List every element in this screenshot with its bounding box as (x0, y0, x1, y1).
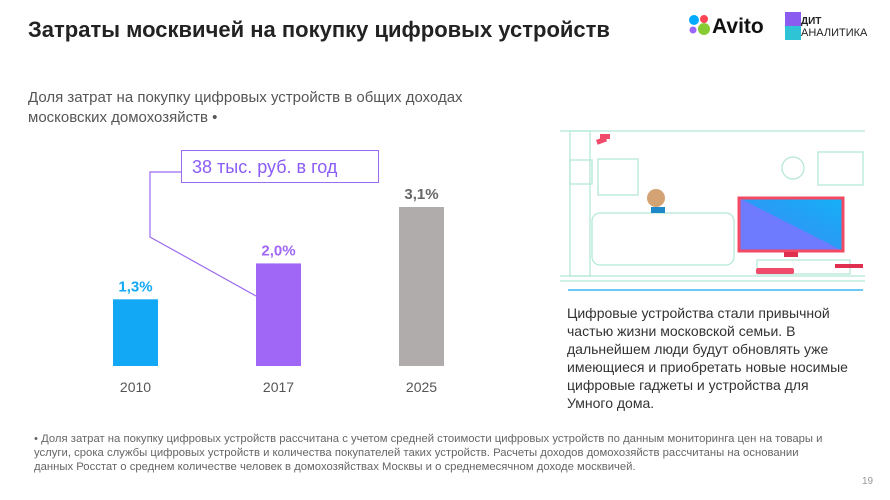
smart-home-illustration (560, 130, 865, 291)
avito-logo-text: Avito (712, 15, 764, 38)
avito-dots-icon (689, 15, 710, 35)
callout-connector (149, 171, 257, 297)
dit-cube-icon (785, 12, 801, 40)
page-title: Затраты москвичей на покупку цифровых ус… (28, 17, 610, 42)
subtitle-text: Доля затрат на покупку цифровых устройст… (28, 89, 463, 126)
camera-icon (596, 136, 608, 145)
chart-subtitle: Доля затрат на покупку цифровых устройст… (28, 88, 508, 128)
avito-logo: Avito (688, 14, 764, 39)
page-number: 19 (862, 476, 874, 487)
bar-2010 (113, 299, 158, 366)
bar-2017 (256, 263, 301, 366)
tv-icon (737, 196, 845, 253)
data-label-2017: 2,0% (261, 242, 295, 259)
bar-2025 (399, 207, 444, 366)
footnote-text: Доля затрат на покупку цифровых устройст… (34, 433, 823, 473)
footnote: • Доля затрат на покупку цифровых устрой… (34, 432, 834, 474)
dit-logo-text-1: ДИТ (801, 16, 822, 27)
person-head (647, 189, 665, 207)
x-tick-2017: 2017 (263, 379, 294, 395)
data-label-2010: 1,3% (118, 278, 152, 295)
callout-box: 38 тыс. руб. в год (181, 150, 379, 183)
subtitle-footnote-marker: • (212, 109, 218, 126)
data-label-2025: 3,1% (404, 186, 438, 203)
bar-chart: 1,3% 2010 2,0% 2017 3,1% 2025 (113, 171, 444, 395)
footnote-marker: • (34, 433, 38, 445)
x-tick-2025: 2025 (406, 379, 437, 395)
description-text: Цифровые устройства стали привычной част… (567, 305, 848, 411)
x-tick-2010: 2010 (120, 379, 151, 395)
dit-logo-text-2: АНАЛИТИКА (801, 27, 868, 39)
